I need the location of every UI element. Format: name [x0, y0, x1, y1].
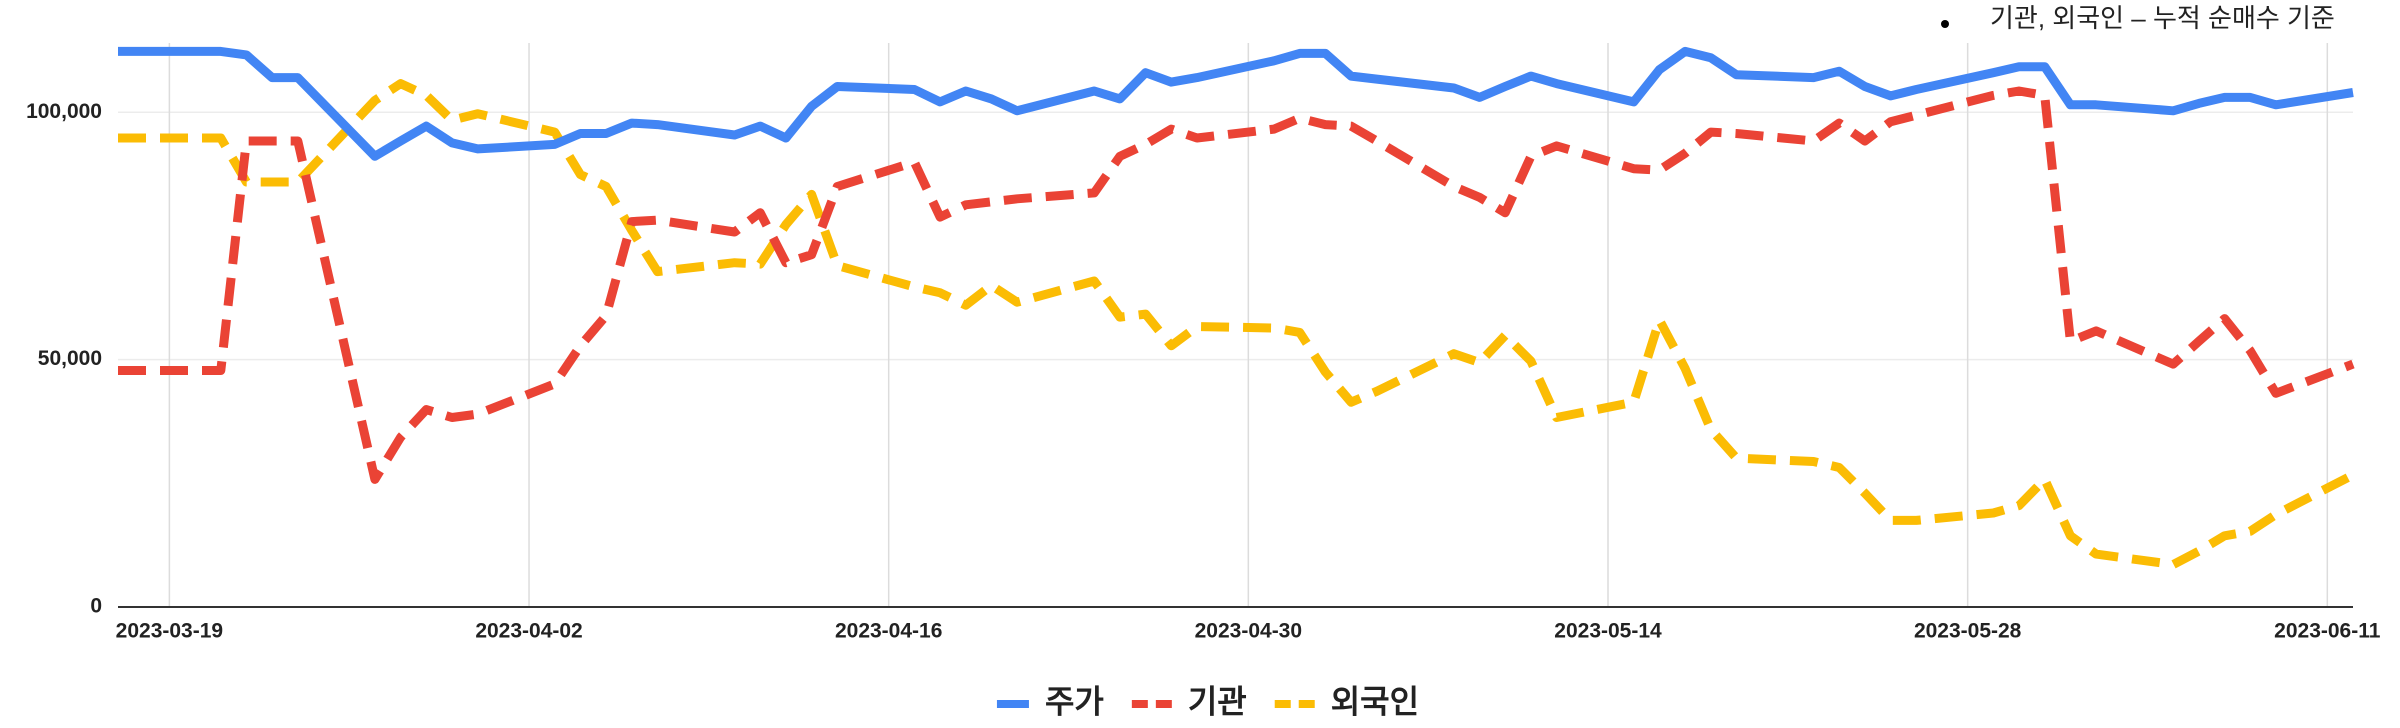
- legend-label: 기관: [1188, 683, 1247, 719]
- series-line: [118, 79, 2356, 569]
- x-tick-label: 2023-04-16: [835, 620, 942, 643]
- note-bullet: [1941, 20, 1949, 28]
- x-tick-label: 2023-03-19: [116, 620, 223, 643]
- y-tick-label: 100,000: [26, 100, 102, 123]
- x-tick-label: 2023-05-28: [1914, 620, 2022, 643]
- series-line: [118, 86, 2355, 484]
- series-line: [118, 46, 2354, 161]
- x-tick-label: 2023-04-02: [475, 620, 582, 643]
- legend: 주가 기관 외국인: [996, 683, 1419, 719]
- legend-label: 주가: [1045, 683, 1104, 719]
- x-tick-label: 2023-05-14: [1554, 620, 1662, 643]
- legend-label: 외국인: [1331, 683, 1419, 719]
- x-tick-label: 2023-04-30: [1195, 620, 1302, 643]
- note: 기관, 외국인 – 누적 순매수 기준: [1990, 3, 2335, 33]
- y-tick-label: 50,000: [38, 347, 102, 370]
- x-tick-label: 2023-06-11: [2274, 620, 2381, 643]
- y-tick-label: 0: [90, 595, 102, 618]
